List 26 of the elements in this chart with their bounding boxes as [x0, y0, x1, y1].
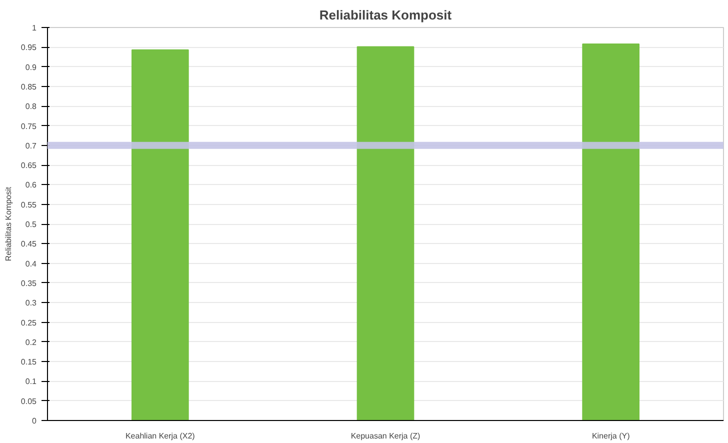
- y-tick-label: 0.7: [25, 141, 38, 150]
- y-tick-label: 0.45: [20, 240, 38, 249]
- y-tick-label: 0.65: [20, 161, 38, 170]
- y-tick-label: 0.35: [20, 278, 38, 288]
- y-tick-label: 0.3: [25, 298, 38, 308]
- y-tick-label: 0: [32, 416, 38, 426]
- y-tick-label: 0.75: [20, 122, 38, 131]
- x-tick-label: Kepuasan Kerja (Z): [350, 432, 421, 440]
- y-tick-label: 0.9: [25, 62, 38, 72]
- y-tick-label: 0.5: [25, 220, 38, 229]
- x-tick-label: Kinerja (Y): [592, 432, 630, 440]
- y-tick-label: 0.6: [25, 180, 38, 190]
- chart-title: Reliabilitas Komposit: [319, 8, 452, 22]
- y-tick-label: 0.55: [20, 200, 38, 210]
- y-tick-label: 0.15: [20, 358, 38, 367]
- y-tick-label: 1: [32, 24, 38, 32]
- y-tick-label: 0.85: [20, 82, 38, 92]
- y-tick-label: 0.95: [20, 43, 38, 52]
- x-tick-label: Keahlian Kerja (X2): [125, 432, 196, 440]
- y-tick-label: 0.8: [25, 102, 38, 112]
- y-tick-label: 0.4: [25, 259, 38, 268]
- y-tick-label: 0.1: [25, 377, 38, 386]
- y-tick-label: 0.2: [25, 338, 38, 347]
- y-tick-label: 0.25: [20, 318, 38, 328]
- y-tick-label: 0.05: [20, 396, 38, 406]
- y-axis-title: Reliabilitas Komposit: [4, 186, 13, 262]
